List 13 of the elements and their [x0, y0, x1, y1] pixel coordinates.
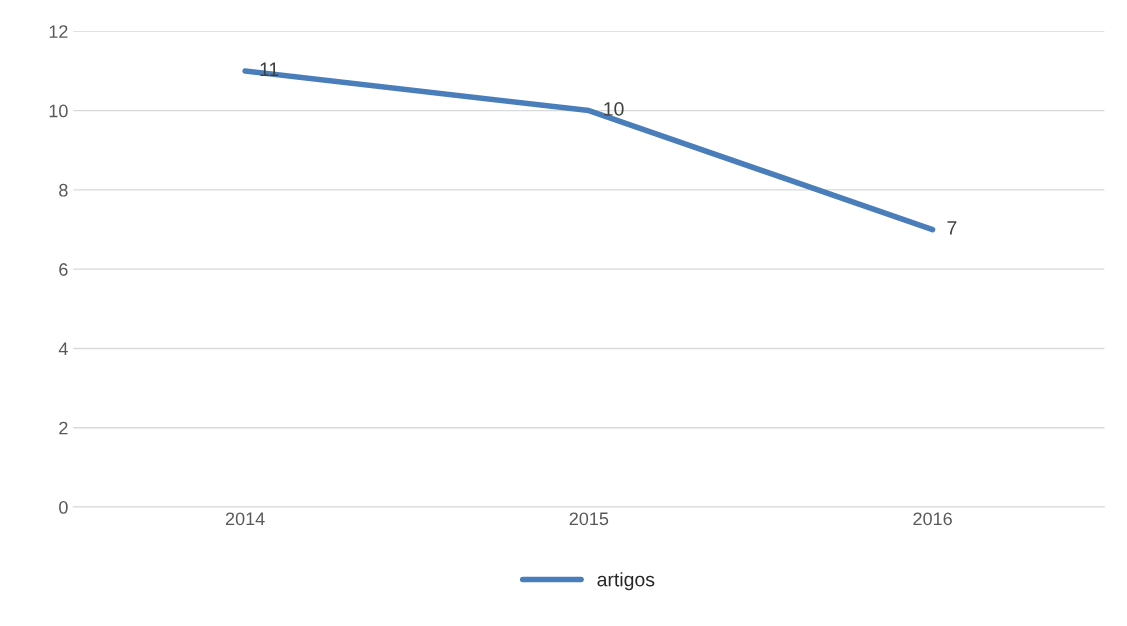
legend-label: artigos: [597, 572, 655, 591]
y-tick-label: 0: [59, 500, 68, 514]
y-tick-label: 4: [58, 342, 68, 356]
data-label: 10: [604, 102, 624, 116]
y-tick-label: 6: [59, 263, 68, 276]
y-tick-label: 12: [49, 25, 68, 38]
y-tick-label: 8: [59, 183, 68, 197]
x-tick-label: 2014: [225, 512, 265, 526]
x-tick-label: 2016: [913, 512, 952, 526]
y-tick-label: 10: [49, 104, 68, 118]
x-tick-label: 2015: [569, 512, 609, 526]
y-tick-label: 2: [59, 421, 68, 435]
data-label: 7: [947, 221, 957, 235]
